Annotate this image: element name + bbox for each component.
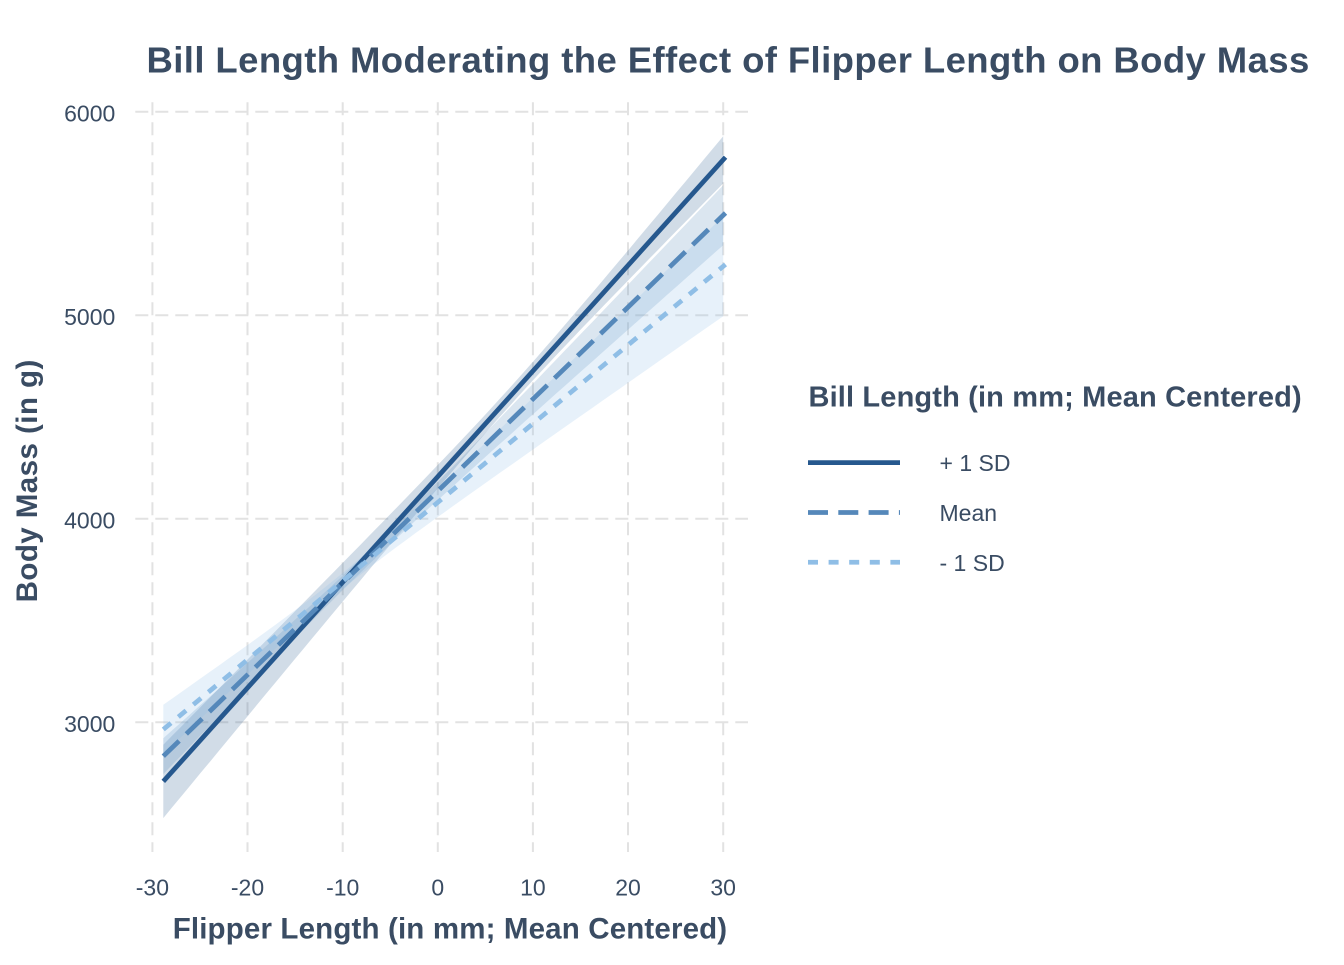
svg-text:-10: -10: [326, 875, 359, 901]
svg-text:Body Mass (in g): Body Mass (in g): [11, 359, 44, 602]
svg-text:20: 20: [615, 875, 641, 901]
svg-text:3000: 3000: [64, 711, 115, 737]
svg-text:4000: 4000: [64, 508, 115, 534]
svg-text:Bill Length Moderating the Eff: Bill Length Moderating the Effect of Fli…: [147, 40, 1310, 81]
svg-text:-30: -30: [136, 875, 169, 901]
svg-text:5000: 5000: [64, 304, 115, 330]
svg-text:0: 0: [431, 875, 444, 901]
svg-text:Bill Length (in mm; Mean Cente: Bill Length (in mm; Mean Centered): [809, 381, 1302, 413]
svg-text:Mean: Mean: [940, 500, 998, 526]
svg-text:30: 30: [710, 875, 736, 901]
svg-text:-20: -20: [231, 875, 264, 901]
svg-text:- 1 SD: - 1 SD: [940, 550, 1005, 576]
svg-text:10: 10: [520, 875, 546, 901]
svg-text:+ 1 SD: + 1 SD: [940, 450, 1011, 476]
svg-text:6000: 6000: [64, 100, 115, 126]
svg-text:Flipper Length (in mm; Mean Ce: Flipper Length (in mm; Mean Centered): [173, 913, 728, 946]
